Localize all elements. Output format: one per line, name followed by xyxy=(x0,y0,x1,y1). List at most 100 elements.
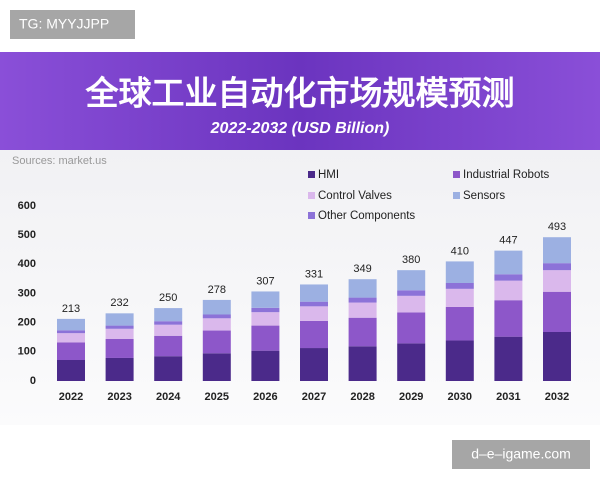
x-tick-label: 2026 xyxy=(253,391,277,403)
bar-segment xyxy=(445,261,474,283)
bar-segment xyxy=(57,330,85,334)
x-tick-label: 2022 xyxy=(59,391,83,403)
bar-segment xyxy=(494,274,523,281)
bar-segment xyxy=(202,330,231,354)
bar-segment xyxy=(251,325,280,351)
legend-label: Industrial Robots xyxy=(463,169,550,181)
y-tick-label: 400 xyxy=(18,258,36,270)
total-label: 213 xyxy=(62,303,80,315)
bar-segment xyxy=(154,324,183,336)
x-tick-label: 2023 xyxy=(107,391,131,403)
bar-segment xyxy=(300,306,328,321)
bar-segment xyxy=(397,343,426,381)
bar-segment xyxy=(202,299,231,315)
x-tick-label: 2027 xyxy=(302,391,326,403)
total-label: 232 xyxy=(110,297,128,309)
bar-segment xyxy=(105,357,134,381)
legend-swatch xyxy=(308,212,315,219)
bar-segment xyxy=(543,237,571,264)
bar-segment xyxy=(348,279,377,298)
bar-segment xyxy=(494,280,523,301)
total-label: 349 xyxy=(353,263,371,275)
bar-segment xyxy=(202,353,231,381)
total-label: 307 xyxy=(256,275,274,287)
bar-segment xyxy=(251,291,280,308)
x-tick-label: 2032 xyxy=(545,391,569,403)
bar-segment xyxy=(300,320,328,349)
total-label: 493 xyxy=(548,221,566,233)
bar-segment xyxy=(57,333,85,343)
bar-segment xyxy=(300,284,328,302)
bar-segment xyxy=(105,339,134,358)
watermark-box xyxy=(452,440,590,469)
bar-segment xyxy=(300,348,328,381)
x-tick-label: 2030 xyxy=(448,391,472,403)
bar-segment xyxy=(251,312,280,326)
bar-segment xyxy=(348,302,377,318)
bar-segment xyxy=(348,346,377,381)
bar-segment xyxy=(202,314,231,319)
source: Sources: market.us xyxy=(12,155,107,167)
x-tick-label: 2029 xyxy=(399,391,423,403)
banner xyxy=(0,52,600,150)
bar-segment xyxy=(348,317,377,347)
bar-segment xyxy=(397,270,426,291)
watermark: d–e–igame.com xyxy=(471,446,571,462)
x-tick-label: 2024 xyxy=(156,391,181,403)
bar-segment xyxy=(57,360,85,381)
bar-segment xyxy=(251,307,280,313)
bar-segment xyxy=(445,288,474,307)
x-tick-label: 2031 xyxy=(496,391,520,403)
bar-segment xyxy=(105,328,134,339)
y-tick-label: 300 xyxy=(18,287,36,299)
bar-segment xyxy=(105,313,134,326)
y-tick-label: 600 xyxy=(18,200,36,212)
bar-segment xyxy=(397,290,426,296)
legend-label: HMI xyxy=(318,169,339,181)
bar-segment xyxy=(154,321,183,325)
watermark-box xyxy=(10,10,135,39)
y-tick-label: 0 xyxy=(30,375,36,387)
legend-label: Control Valves xyxy=(318,190,392,202)
bar-segment xyxy=(445,340,474,381)
watermark: TG: MYYJJPP xyxy=(19,16,109,32)
legend-label: Other Components xyxy=(318,210,415,222)
y-tick-label: 100 xyxy=(18,346,36,358)
legend-label: Sensors xyxy=(463,190,505,202)
total-label: 331 xyxy=(305,268,323,280)
bar-segment xyxy=(154,308,183,322)
bar-segment xyxy=(154,335,183,357)
bar-segment xyxy=(445,306,474,341)
bar-segment xyxy=(251,350,280,381)
bar-segment xyxy=(543,332,571,381)
bar-segment xyxy=(543,270,571,292)
y-tick-label: 500 xyxy=(18,229,36,241)
chart-subtitle: 2022-2032 (USD Billion) xyxy=(210,120,390,137)
bar-segment xyxy=(300,301,328,307)
bar-segment xyxy=(397,295,426,313)
y-tick-label: 200 xyxy=(18,317,36,329)
legend-swatch xyxy=(308,171,315,178)
total-label: 447 xyxy=(499,235,517,247)
legend-swatch xyxy=(453,171,460,178)
bar-segment xyxy=(543,263,571,271)
bar-segment xyxy=(397,312,426,344)
legend-swatch xyxy=(308,192,315,199)
bar-segment xyxy=(154,356,183,381)
total-label: 278 xyxy=(208,284,226,296)
total-label: 410 xyxy=(451,245,469,257)
bar-segment xyxy=(494,300,523,337)
x-tick-label: 2028 xyxy=(350,391,374,403)
chart-title: 全球工业自动化市场规模预测 xyxy=(85,75,515,112)
total-label: 380 xyxy=(402,254,420,266)
bar-segment xyxy=(57,318,85,331)
bar-segment xyxy=(348,297,377,303)
bar-segment xyxy=(105,325,134,329)
bar-segment xyxy=(57,342,85,360)
bar-segment xyxy=(202,318,231,331)
bar-segment xyxy=(445,283,474,289)
bar-segment xyxy=(494,336,523,381)
bar-segment xyxy=(494,250,523,275)
